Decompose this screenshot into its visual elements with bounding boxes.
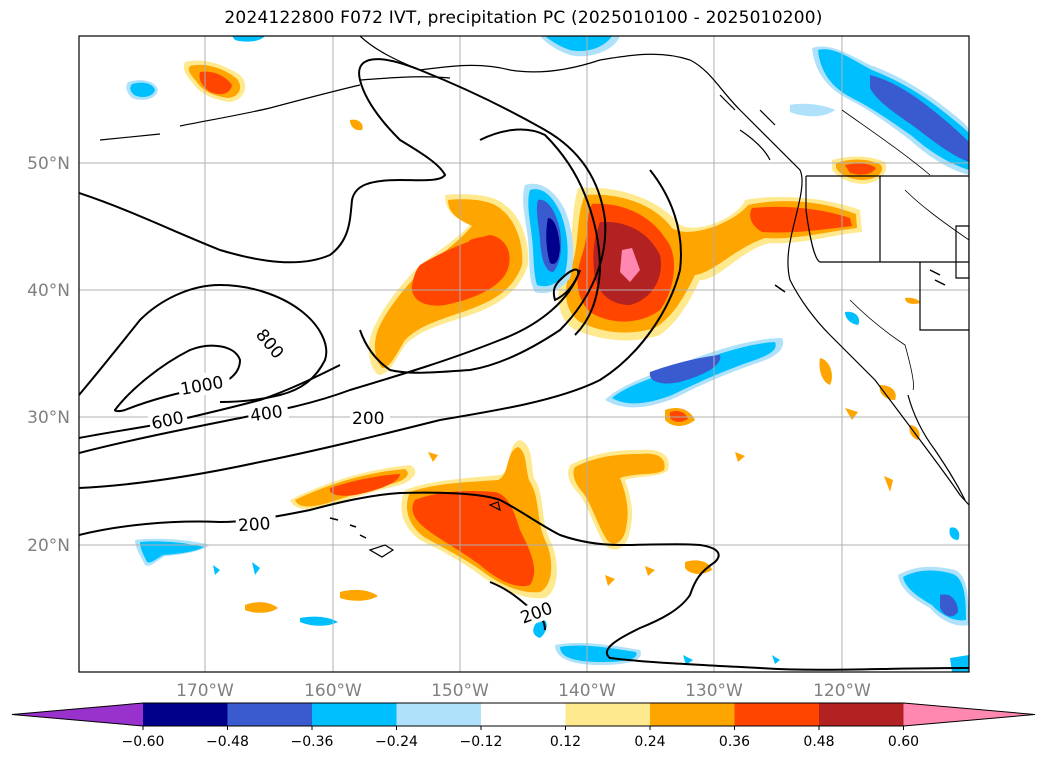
colorbar-tick-label: −0.36 xyxy=(291,734,334,750)
colorbar-extend-right xyxy=(903,703,1035,726)
colorbar-tick-label: −0.48 xyxy=(206,734,249,750)
lon-label-160w: 160°W xyxy=(304,681,362,701)
lon-label-120w: 120°W xyxy=(813,681,871,701)
lat-label-50n: 50°N xyxy=(27,154,70,174)
colorbar-segment xyxy=(565,703,651,726)
lon-label-150w: 150°W xyxy=(431,681,489,701)
colorbar-extend-left xyxy=(12,703,143,726)
colorbar-tick-label: −0.24 xyxy=(375,734,418,750)
contour-label-200-a: 200 xyxy=(352,409,384,429)
colorbar: −0.60 −0.48 −0.36 −0.24 −0.12 0.12 0.24 0.36 0.4… xyxy=(11,702,1036,750)
colorbar-segment xyxy=(312,703,397,726)
colorbar-tick-label: 0.48 xyxy=(803,734,834,750)
colorbar-tick-label: 0.12 xyxy=(550,734,581,750)
colorbar-segment xyxy=(481,703,566,726)
colorbar-segment xyxy=(396,703,482,726)
colorbar-segment xyxy=(227,703,313,726)
contour-label-400: 400 xyxy=(249,402,284,426)
colorbar-tick-label: 0.24 xyxy=(634,734,665,750)
ivt-contours xyxy=(79,58,969,671)
lon-label-140w: 140°W xyxy=(558,681,616,701)
lat-labels: 50°N 40°N 30°N 20°N xyxy=(27,154,70,556)
lon-label-130w: 130°W xyxy=(685,681,743,701)
colorbar-segment xyxy=(650,703,735,726)
colorbar-segment xyxy=(734,703,820,726)
map-title: 2024122800 F072 IVT, precipitation PC (2… xyxy=(224,8,823,28)
colorbar-tick-label: 0.36 xyxy=(719,734,750,750)
lon-label-170w: 170°W xyxy=(176,681,234,701)
lat-label-30n: 30°N xyxy=(27,408,70,428)
map-frame xyxy=(78,35,970,673)
coastlines xyxy=(99,36,969,558)
colorbar-tick-label: 0.60 xyxy=(888,734,919,750)
colorbar-tick-label: −0.60 xyxy=(122,734,165,750)
colorbar-segment xyxy=(819,703,904,726)
colorbar-tick-label: −0.12 xyxy=(460,734,503,750)
lon-labels: 170°W 160°W 150°W 140°W 130°W 120°W xyxy=(176,681,871,701)
colorbar-segment xyxy=(143,703,228,726)
lat-label-40n: 40°N xyxy=(27,281,70,301)
lat-label-20n: 20°N xyxy=(27,536,70,556)
precip-shading xyxy=(126,36,969,672)
contour-label-200-b: 200 xyxy=(237,514,271,536)
